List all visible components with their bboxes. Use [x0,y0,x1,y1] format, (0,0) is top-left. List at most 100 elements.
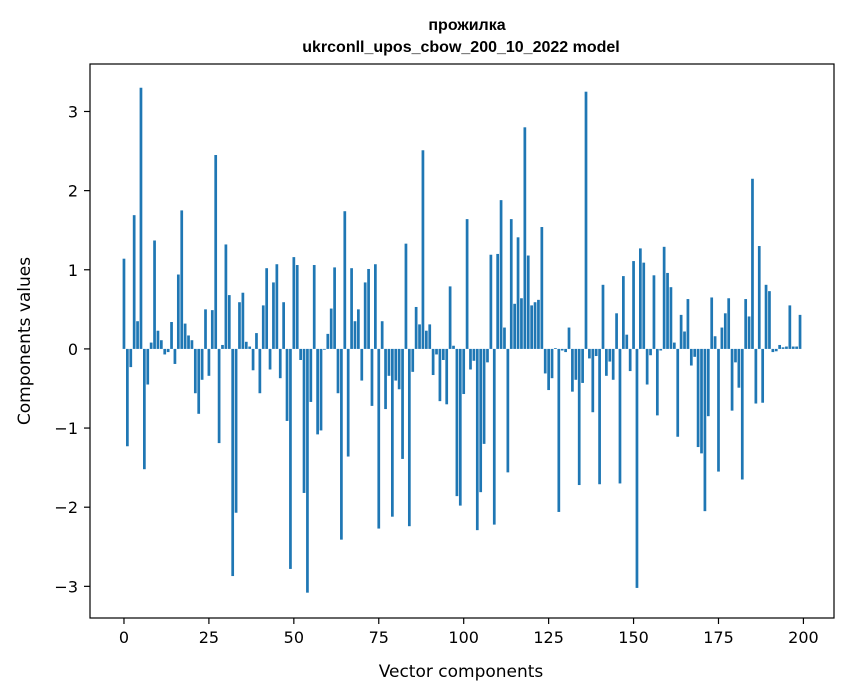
bar-99 [458,348,462,506]
bar-198 [795,346,798,349]
bar-57 [316,348,319,435]
bar-127 [554,348,557,349]
bar-78 [387,348,391,376]
bar-91 [431,348,435,376]
x-tick-label: 125 [533,628,564,647]
y-tick-label: −1 [54,419,78,438]
bar-189 [764,284,768,349]
bar-85 [411,348,415,372]
y-tick-label: −3 [54,577,78,596]
bar-15 [173,348,177,364]
bar-131 [567,327,571,349]
bar-56 [312,265,316,349]
bar-45 [275,264,279,349]
y-tick-label: 3 [68,102,78,121]
bar-104 [475,348,479,531]
y-tick-label: −2 [54,498,78,517]
bar-157 [655,348,659,416]
bar-186 [754,348,758,404]
bar-62 [333,267,336,349]
bar-197 [791,346,795,349]
bar-84 [407,348,411,527]
bar-52 [299,348,302,360]
bar-162 [672,342,676,349]
bar-124 [543,348,547,374]
bar-193 [778,344,781,349]
bar-18 [183,323,187,349]
bar-126 [550,348,554,379]
y-tick-label: 1 [68,261,78,280]
bar-25 [207,348,211,376]
bar-125 [547,348,550,391]
bar-94 [441,348,445,360]
bar-96 [448,286,452,349]
bar-132 [571,348,574,392]
bar-48 [285,348,289,421]
bar-31 [227,295,231,349]
bar-151 [635,348,639,588]
bar-140 [598,348,601,485]
bar-73 [370,348,374,406]
bar-82 [401,348,404,459]
bar-173 [710,297,714,349]
bar-122 [537,299,540,349]
bar-74 [374,264,377,349]
bar-68 [353,321,357,349]
bar-90 [428,324,432,349]
bar-88 [421,150,425,349]
bar-16 [176,274,180,349]
bar-185 [751,178,754,349]
bar-5 [139,87,143,349]
bar-129 [560,348,564,351]
bar-4 [136,321,139,349]
bar-107 [486,348,489,363]
bar-87 [418,324,421,349]
bar-95 [445,348,449,405]
bar-38 [251,348,255,371]
bar-183 [744,299,748,349]
bar-156 [652,275,656,349]
bar-184 [747,316,751,349]
bar-49 [289,348,292,569]
bar-123 [540,227,544,349]
bar-101 [465,219,469,349]
bar-181 [737,348,741,388]
bar-155 [649,348,652,356]
bar-153 [642,262,646,349]
chart-title-line2: ukrconll_upos_cbow_200_10_2022 model [302,39,619,56]
bar-65 [343,211,347,349]
bar-150 [632,261,635,349]
bar-130 [564,348,567,353]
bar-152 [639,248,642,349]
bar-54 [306,348,309,593]
bar-32 [231,348,235,577]
y-axis-label: Components values [15,257,35,425]
bar-55 [309,348,313,402]
x-axis: 0 25 50 75 100 125 150 175 200 [119,618,819,647]
bar-7 [146,348,150,385]
bar-121 [533,302,537,349]
bar-80 [394,348,398,381]
bar-115 [513,303,517,349]
bar-133 [574,348,578,380]
bar-163 [676,348,680,437]
bar-77 [384,348,387,410]
bar-146 [618,348,622,484]
chart-title-line1: прожилка [428,17,505,34]
bar-71 [363,282,367,349]
bar-195 [785,346,788,349]
bar-187 [757,246,761,349]
bar-30 [224,244,228,349]
bar-0 [122,258,126,349]
bar-111 [499,200,503,349]
bar-139 [594,348,598,357]
bar-33 [234,348,238,513]
bar-35 [241,292,245,349]
y-tick-label: 0 [68,340,78,359]
bar-165 [683,331,686,349]
y-axis: −3 −2 −1 0 1 2 3 [54,102,90,596]
bar-180 [734,348,737,363]
bar-172 [706,348,710,417]
bar-9 [153,240,156,349]
bar-117 [520,298,523,349]
